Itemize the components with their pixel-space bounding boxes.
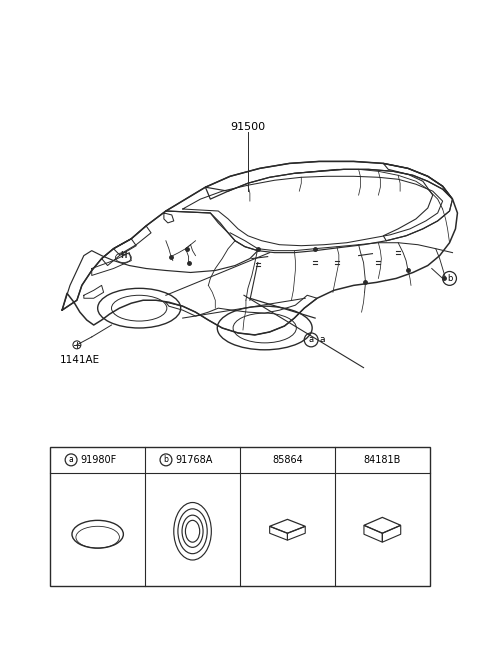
- Text: a: a: [309, 335, 314, 345]
- Text: b: b: [447, 274, 452, 283]
- Text: 91980F: 91980F: [80, 455, 116, 465]
- Text: 85864: 85864: [272, 455, 303, 465]
- Text: a: a: [69, 455, 73, 464]
- Text: 91768A: 91768A: [175, 455, 212, 465]
- Text: H: H: [120, 251, 127, 260]
- Text: 84181B: 84181B: [364, 455, 401, 465]
- Text: b: b: [164, 455, 168, 464]
- Text: 1141AE: 1141AE: [60, 355, 100, 365]
- Text: a: a: [319, 335, 324, 345]
- Bar: [50, 447, 430, 586]
- Text: 91500: 91500: [230, 122, 265, 132]
